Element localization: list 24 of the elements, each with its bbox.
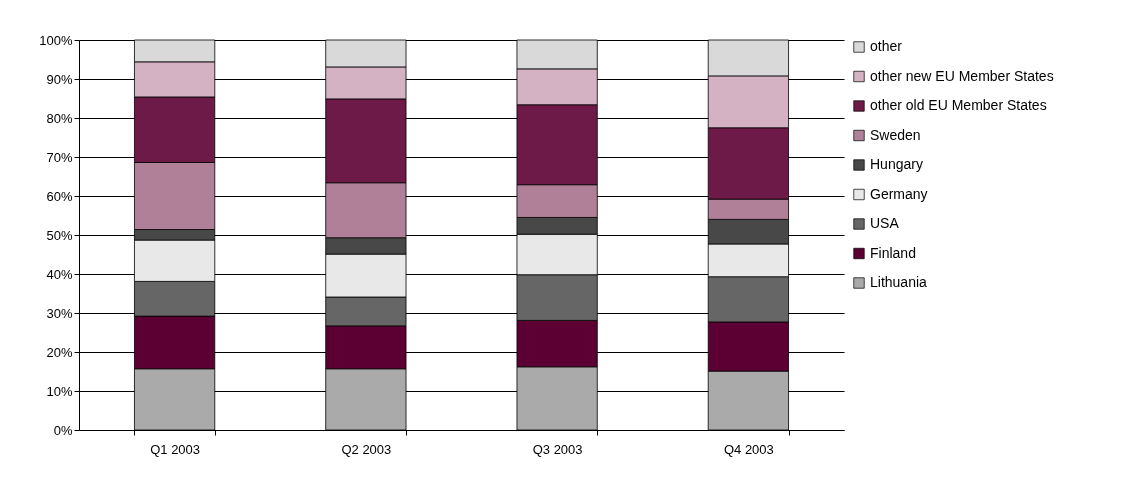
legend-label: other new EU Member States xyxy=(870,67,1054,84)
legend-label: Germany xyxy=(870,185,928,202)
legend-label: Sweden xyxy=(870,126,921,143)
x-tick-label: Q2 2003 xyxy=(341,441,392,457)
y-tick-label: 40% xyxy=(46,266,73,282)
legend-label: Finland xyxy=(870,244,916,261)
legend-label: USA xyxy=(870,215,900,231)
y-tick-label: 10% xyxy=(46,383,73,399)
legend-label: other xyxy=(870,38,903,54)
legend-label: Hungary xyxy=(870,156,923,172)
x-tick-label: Q1 2003 xyxy=(150,441,201,457)
y-tick-label: 20% xyxy=(46,344,73,360)
legend-label: other old EU Member States xyxy=(870,97,1047,113)
y-tick-label: 100% xyxy=(39,32,73,48)
y-tick-label: 30% xyxy=(46,305,73,321)
y-tick-label: 0% xyxy=(53,422,73,438)
y-tick-label: 60% xyxy=(46,188,73,204)
y-tick-label: 90% xyxy=(46,71,73,87)
y-tick-label: 70% xyxy=(46,149,73,165)
x-tick-label: Q3 2003 xyxy=(532,441,583,457)
legend-label: Lithuania xyxy=(870,274,928,290)
y-tick-label: 50% xyxy=(46,227,73,243)
y-tick-label: 80% xyxy=(46,110,73,126)
x-tick-label: Q4 2003 xyxy=(723,441,774,457)
